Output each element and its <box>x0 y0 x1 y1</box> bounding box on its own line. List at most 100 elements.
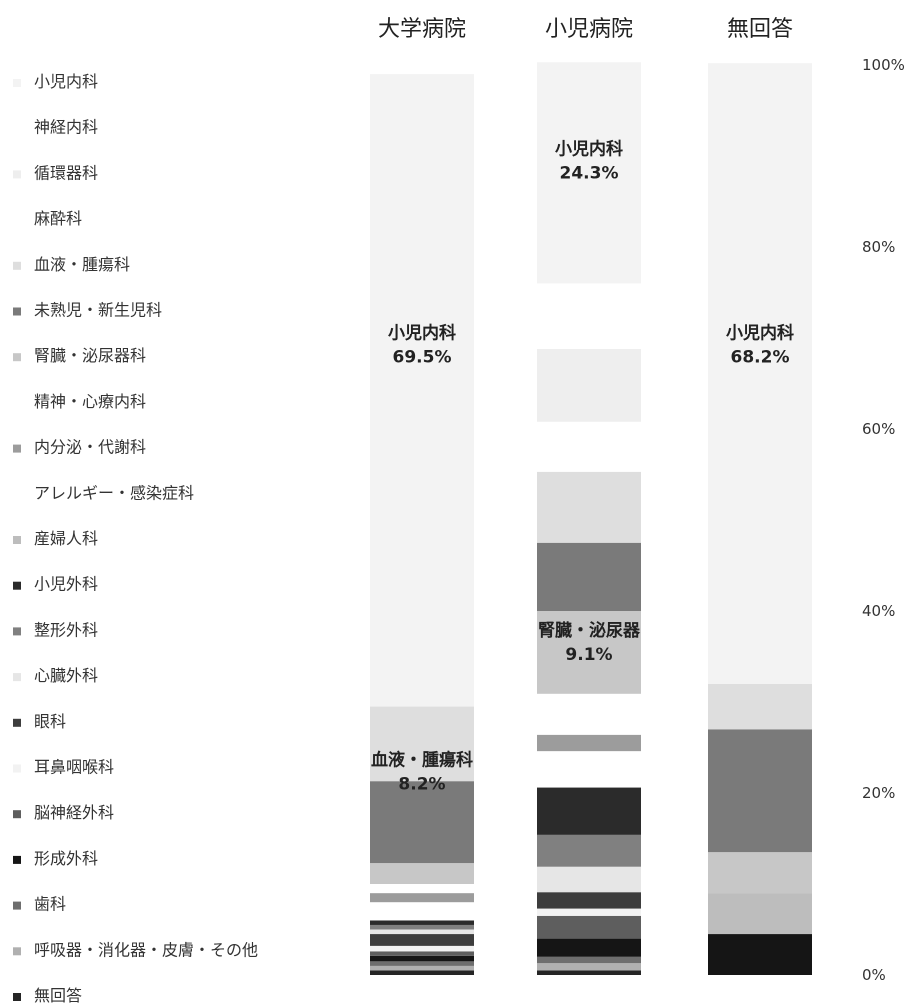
bar-segment-0-形成外科 <box>370 955 474 962</box>
legend-swatch <box>13 627 21 636</box>
legend-label: 整形外科 <box>34 620 98 639</box>
bar-segment-1-腎臓-泌尿器科 <box>537 611 641 694</box>
legend-label: 呼吸器・消化器・皮膚・その他 <box>34 940 258 959</box>
legend-swatch <box>13 581 21 590</box>
bar-segment-0-精神-心療内科 <box>370 884 474 894</box>
legend-swatch <box>13 353 21 362</box>
bar-segment-1-心臓外科 <box>537 866 641 893</box>
legend-swatch <box>13 124 21 133</box>
bar-segment-1-形成外科 <box>537 938 641 957</box>
legend-swatch <box>13 993 21 1001</box>
bar-segment-0-眼科 <box>370 934 474 946</box>
legend-label: 形成外科 <box>34 849 98 868</box>
data-label: 小児内科 <box>388 323 456 344</box>
bar-segment-0-アレルギー-感染症科 <box>370 902 474 921</box>
bar-segment-0-未熟児-新生児科 <box>370 781 474 864</box>
legend-label: 無回答 <box>34 986 82 1005</box>
legend-swatch <box>13 855 21 864</box>
bar-segment-1-アレルギー-感染症科 <box>537 751 641 788</box>
data-label: 血液・腫瘍科 <box>371 749 473 770</box>
data-label: 24.3% <box>560 164 619 184</box>
legend-label: 内分泌・代謝科 <box>34 438 146 457</box>
legend-swatch <box>13 673 21 682</box>
bar-segment-0-腎臓-泌尿器科 <box>370 863 474 884</box>
bar-segment-1-麻酔科 <box>537 421 641 472</box>
bar-segment-1-小児外科 <box>537 787 641 835</box>
legend-label: 小児外科 <box>34 575 98 594</box>
legend-swatch <box>13 216 21 225</box>
data-label: 68.2% <box>731 348 790 368</box>
bar-segment-2-血液-腫瘍科 <box>708 683 812 730</box>
bar-segment-1-整形外科 <box>537 834 641 867</box>
bar-segment-2-産婦人科 <box>708 893 812 935</box>
bar-segment-0-無回答 <box>370 970 474 975</box>
legend-swatch <box>13 261 21 270</box>
legend-label: 未熟児・新生児科 <box>34 301 162 320</box>
bar-segment-0-呼吸器-消化器-皮膚-その他 <box>370 965 474 971</box>
bar-segment-1-血液-腫瘍科 <box>537 471 641 543</box>
bar-segment-2-小児内科 <box>708 63 812 684</box>
bar-segment-0-小児外科 <box>370 920 474 925</box>
legend-label: 神経内科 <box>34 118 98 137</box>
legend-label: 循環器科 <box>34 163 98 182</box>
bar-segment-2-未熟児-新生児科 <box>708 729 812 853</box>
y-tick-label: 60% <box>862 420 895 438</box>
legend-swatch <box>13 79 21 87</box>
legend-swatch <box>13 947 21 956</box>
bar-segment-1-未熟児-新生児科 <box>537 542 641 611</box>
bar-segment-1-無回答 <box>537 970 641 975</box>
legend-swatch <box>13 170 21 179</box>
legend-swatch <box>13 398 21 407</box>
data-label: 8.2% <box>398 774 445 794</box>
legend-label: アレルギー・感染症科 <box>34 483 194 502</box>
legend-label: 麻酔科 <box>34 209 82 228</box>
legend-label: 心臓外科 <box>34 666 98 685</box>
bar-segment-0-内分泌-代謝科 <box>370 893 474 903</box>
data-label: 69.5% <box>393 348 452 368</box>
y-tick-label: 100% <box>862 56 905 74</box>
legend-label: 脳神経外科 <box>34 803 114 822</box>
data-label: 小児内科 <box>555 139 623 160</box>
bar-segment-1-循環器科 <box>537 348 641 422</box>
legend-label: 歯科 <box>34 895 66 914</box>
column-title-2: 無回答 <box>727 17 793 42</box>
legend-label: 精神・心療内科 <box>34 392 146 411</box>
legend-swatch <box>13 444 21 453</box>
y-tick-label: 0% <box>862 966 886 984</box>
bar-segment-1-内分泌-代謝科 <box>537 734 641 752</box>
data-label: 腎臓・泌尿器 <box>538 620 641 641</box>
legend-swatch <box>13 536 21 544</box>
bar-segment-0-心臓外科 <box>370 929 474 935</box>
legend-label: 腎臓・泌尿器科 <box>34 346 146 365</box>
legend-label: 小児内科 <box>34 72 98 91</box>
bar-segment-1-眼科 <box>537 892 641 909</box>
bar-segment-0-小児内科 <box>370 74 474 707</box>
bar-segment-2-形成外科 <box>708 934 812 975</box>
data-label: 9.1% <box>565 645 612 665</box>
legend-swatch <box>13 718 21 727</box>
legend-label: 血液・腫瘍科 <box>34 255 130 274</box>
legend-swatch <box>13 810 21 819</box>
bar-segment-1-脳神経外科 <box>537 915 641 939</box>
bar-segment-1-小児内科 <box>537 62 641 284</box>
legend-label: 産婦人科 <box>34 529 98 548</box>
bar-segment-0-血液-腫瘍科 <box>370 706 474 782</box>
legend-swatch <box>13 490 21 499</box>
bar-segment-1-精神-心療内科 <box>537 693 641 735</box>
bar-segment-1-歯科 <box>537 956 641 964</box>
data-label: 小児内科 <box>726 323 794 344</box>
column-title-1: 小児病院 <box>545 17 633 42</box>
column-title-0: 大学病院 <box>378 17 466 42</box>
bar-segment-2-腎臓-泌尿器科 <box>708 852 812 894</box>
legend-swatch <box>13 307 21 316</box>
bar-segment-1-耳鼻咽喉科 <box>537 908 641 916</box>
legend-label: 眼科 <box>34 712 66 731</box>
y-tick-label: 80% <box>862 238 895 256</box>
legend-label: 耳鼻咽喉科 <box>34 758 114 777</box>
bar-segment-0-歯科 <box>370 961 474 966</box>
bar-segment-0-脳神経外科 <box>370 951 474 956</box>
bar-segment-1-呼吸器-消化器-皮膚-その他 <box>537 963 641 971</box>
bar-segment-0-整形外科 <box>370 924 474 930</box>
y-tick-label: 20% <box>862 784 895 802</box>
